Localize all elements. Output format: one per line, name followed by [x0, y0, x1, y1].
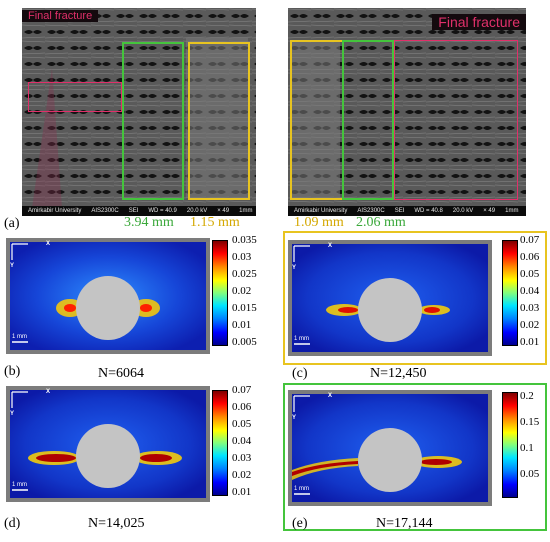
colorbar-tick: 0.1 [520, 442, 534, 454]
panel-b-label: (b) [4, 364, 21, 379]
axis-x-label: X [328, 393, 333, 399]
dic-map-d: X Y 1 mm [6, 386, 210, 502]
colorbar-tick: 0.07 [520, 234, 540, 246]
sem-scale: 1mm [505, 208, 519, 214]
sem-kv: 20.0 kV [186, 208, 208, 214]
colorbar-tick: 0.03 [232, 251, 252, 263]
colorbar-tick: 0.02 [232, 469, 252, 481]
panel-e-label: (e) [292, 516, 308, 531]
colorbar-tick: 0.025 [232, 268, 257, 280]
colorbar-tick: 0.02 [232, 285, 252, 297]
axis-x-label: X [46, 241, 51, 247]
yellow-region-right [290, 40, 344, 200]
colorbar-e [502, 392, 518, 498]
sem-institution: Amirkabir University [28, 208, 82, 214]
axis-y-label: Y [10, 263, 15, 269]
green-frame-panel-e [283, 383, 547, 531]
scale-bar-label: 1 mm [294, 486, 309, 492]
colorbar-tick: 0.07 [232, 384, 252, 396]
dic-field-c [288, 240, 492, 356]
panel-d-caption: N=14,025 [88, 516, 145, 531]
sem-footer-left: Amirkabir University AIS2300C SEI WD = 4… [22, 206, 256, 216]
sem-image-left: Final fracture Amirkabir University AIS2… [22, 8, 256, 216]
sem-footer-right: Amirkabir University AIS2300C SEI WD = 4… [288, 206, 526, 216]
colorbar-tick: 0.005 [232, 336, 257, 348]
colorbar-b [212, 240, 228, 346]
colorbar-tick: 0.01 [232, 486, 252, 498]
dic-field-d [6, 386, 210, 502]
sem-kv: 20.0 kV [452, 208, 474, 214]
colorbar-tick: 0.06 [520, 251, 540, 263]
axis-y-label: Y [10, 411, 15, 417]
colorbar-tick: 0.01 [232, 319, 252, 331]
yellow-region-left [188, 42, 250, 200]
colorbar-tick: 0.015 [232, 302, 257, 314]
green-region-right [342, 40, 394, 200]
dic-field-b [6, 238, 210, 354]
sem-mag: × 49 [217, 208, 230, 214]
axis-y-label: Y [292, 265, 297, 271]
colorbar-tick: 0.05 [232, 418, 252, 430]
colorbar-tick: 0.06 [232, 401, 252, 413]
scale-bar-label: 1 mm [12, 482, 27, 488]
colorbar-tick: 0.03 [520, 302, 540, 314]
dim-yellow-left: 1.15 mm [190, 215, 240, 230]
final-fracture-label-left: Final fracture [22, 10, 99, 22]
dic-map-e: X Y 1 mm [288, 390, 492, 506]
dic-map-b: X Y 1 mm [6, 238, 210, 354]
colorbar-tick: 0.035 [232, 234, 257, 246]
colorbar-tick: 0.2 [520, 390, 534, 402]
pink-region-left [28, 82, 122, 112]
axis-x-label: X [328, 243, 333, 249]
final-fracture-label-right: Final fracture [432, 14, 526, 30]
colorbar-tick: 0.01 [520, 336, 540, 348]
dim-green-left: 3.94 mm [124, 215, 174, 230]
sem-mode: SEI [394, 208, 405, 214]
sem-instrument: AIS2300C [357, 208, 385, 214]
colorbar-tick: 0.05 [520, 468, 540, 480]
sem-mag: × 49 [483, 208, 496, 214]
sem-image-right: Final fracture Amirkabir University AIS2… [288, 8, 526, 216]
dim-yellow-right: 1.09 mm [294, 215, 344, 230]
axis-y-label: Y [292, 415, 297, 421]
panel-e-caption: N=17,144 [376, 516, 433, 531]
scale-bar-label: 1 mm [12, 334, 27, 340]
colorbar-tick: 0.04 [232, 435, 252, 447]
panel-a-label: (a) [4, 216, 20, 231]
dic-field-e [288, 390, 492, 506]
dim-green-right: 2.06 mm [356, 215, 406, 230]
pink-region-right [394, 40, 518, 200]
colorbar-tick: 0.02 [520, 319, 540, 331]
sem-wd: WD = 40.8 [414, 208, 443, 214]
colorbar-d [212, 390, 228, 496]
colorbar-c [502, 240, 518, 346]
yellow-frame-panel-c [283, 231, 547, 365]
panel-b-caption: N=6064 [98, 366, 145, 381]
sem-texture-left [22, 8, 256, 208]
sem-mode: SEI [128, 208, 139, 214]
colorbar-tick: 0.05 [520, 268, 540, 280]
axis-x-label: X [46, 389, 51, 395]
sem-instrument: AIS2300C [91, 208, 119, 214]
panel-c-caption: N=12,450 [370, 366, 427, 381]
dic-map-c: X Y 1 mm [288, 240, 492, 356]
green-region-left [122, 42, 184, 200]
sem-wd: WD = 40.9 [148, 208, 177, 214]
scale-bar-label: 1 mm [294, 336, 309, 342]
sem-institution: Amirkabir University [294, 208, 348, 214]
panel-d-label: (d) [4, 516, 21, 531]
colorbar-tick: 0.15 [520, 416, 540, 428]
colorbar-tick: 0.03 [232, 452, 252, 464]
sem-scale: 1mm [239, 208, 253, 214]
panel-c-label: (c) [292, 366, 308, 381]
colorbar-tick: 0.04 [520, 285, 540, 297]
